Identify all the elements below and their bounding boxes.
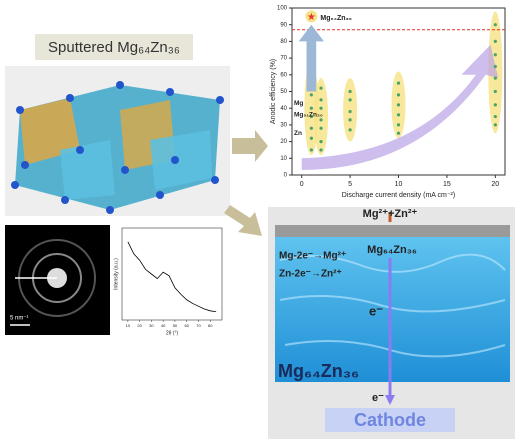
point [493,39,497,44]
battery-panel [268,207,515,439]
point [348,109,352,114]
crystal [5,66,230,216]
y-tick-label: 40 [280,106,287,112]
x-tick-label: 10 [395,181,403,188]
point [493,89,497,94]
x-tick-label: 40 [161,323,166,328]
arrow [232,130,268,162]
point [493,123,497,127]
point [319,126,323,130]
annotation: Zn [294,130,302,137]
y-tick-label: 80 [280,39,287,45]
point [319,148,323,152]
point [348,89,352,94]
point [319,98,323,102]
point [396,81,401,85]
y-tick-label: 100 [277,6,288,12]
point [493,114,497,119]
point [309,126,313,130]
star: ★ [307,12,316,23]
anode-label: Mg₆₄Zn₃₆ [367,244,417,256]
point [309,136,313,140]
xrd-line [127,241,217,313]
point [319,86,323,90]
plots: 0 10 20 30 40 50 60 70 80 90 100 0 5 10 15 20 Discharge … [113,6,506,336]
anode-title: Mg₆₄Zn₃₆ [278,361,359,381]
point [309,106,313,110]
x-tick-label: 20 [491,181,499,188]
x-tick-label: 15 [443,181,451,188]
title: Sputtered Mg₆₄Zn₃₆ [48,39,180,56]
point [348,128,352,132]
x-axis-label: Discharge current density (mA cm⁻²) [342,192,455,199]
point [319,118,323,122]
point [319,106,323,110]
point [309,148,313,152]
point [309,93,313,97]
star-label: Mg₆₄Zn₃₆ [320,15,352,22]
y-tick-label: 0 [284,173,288,179]
electron-label: e⁻ [372,392,384,404]
x-tick-label: 80 [208,323,213,328]
reaction: Mg-2e⁻→Mg²⁺ [279,251,346,262]
point [396,123,401,127]
x-tick-label: 20 [137,323,142,328]
point [348,98,352,102]
x-tick-label: 30 [149,323,154,328]
x-tick-label: 5 [348,181,352,188]
point [493,64,497,69]
x-tick-label: 50 [173,323,178,328]
point [319,140,323,144]
cathode-label: Cathode [354,410,426,430]
point [493,53,497,57]
x-tick-label: 10 [126,323,131,328]
saed-pattern [5,225,110,335]
point [396,131,401,135]
y-tick-label: 50 [280,89,287,95]
reaction: Zn-2e⁻→Zn²⁺ [279,269,342,280]
y-axis-label: Anodic efficiency (%) [270,59,277,124]
point [348,118,352,122]
up-arrow [298,24,324,92]
arrow [224,205,262,236]
y-tick-label: 20 [280,139,287,145]
annotation: Mg₅₁Zn₂₀ [294,112,323,119]
x-axis-label: 2θ (°) [166,330,179,336]
x-tick-label: 0 [300,181,304,188]
y-tick-label: 70 [280,56,287,62]
y-tick-label: 10 [280,156,287,162]
ion-label: Mg²⁺+Zn²⁺ [363,208,418,220]
range-ellipse [314,78,329,155]
xrd-frame [121,227,223,321]
y-tick-label: 30 [280,122,287,128]
y-tick-label: 90 [280,22,287,28]
star-glow [305,10,318,23]
point [493,103,497,107]
y-tick-label: 60 [280,72,287,78]
trend-arrow [301,44,499,170]
scale-label: 5 nm⁻¹ [10,316,29,322]
point [309,114,313,119]
electron-label: e⁻ [369,303,383,318]
point [493,76,497,80]
x-tick-label: 60 [184,323,189,328]
range-ellipse [343,78,358,142]
x-tick-label: 70 [196,323,201,328]
point [493,23,497,27]
point [396,103,401,107]
point [396,93,401,97]
title-box [35,34,193,60]
y-axis-label: Intensity (a.u.) [113,258,119,290]
point [396,113,401,117]
annotation: Mg [294,100,303,107]
